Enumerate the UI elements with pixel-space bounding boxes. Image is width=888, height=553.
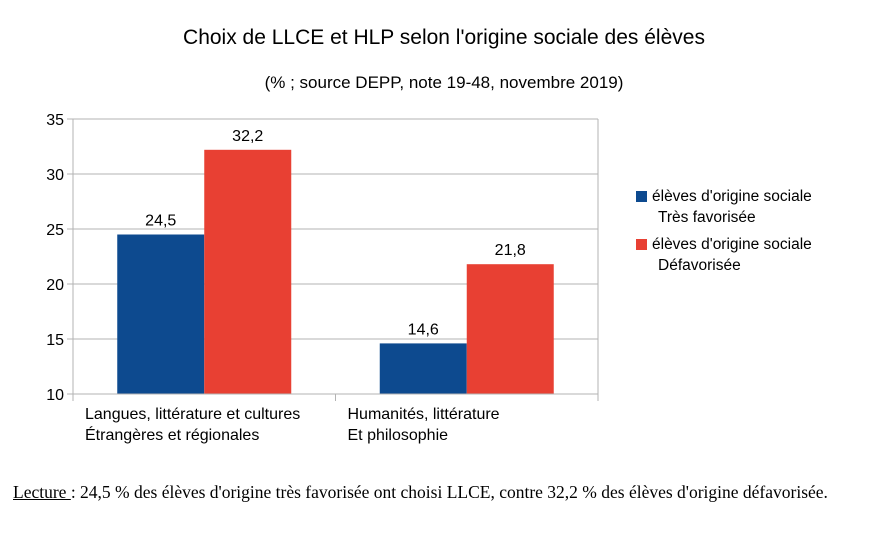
reading-note: Lecture : 24,5 % des élèves d'origine tr… <box>13 480 873 505</box>
legend-label-defavorisee-line1: élèves d'origine sociale <box>652 236 812 253</box>
legend-swatch-favorisee <box>636 191 647 202</box>
data-label: 21,8 <box>495 242 526 259</box>
legend-swatch-defavorisee <box>636 239 647 250</box>
reading-note-label: Lecture <box>13 482 71 502</box>
data-label: 24,5 <box>145 213 176 230</box>
bar <box>204 149 292 394</box>
chart-title: Choix de LLCE et HLP selon l'origine soc… <box>183 26 705 49</box>
x-category-label: Étrangères et régionales <box>85 425 259 444</box>
legend-label-favorisee-line1: élèves d'origine sociale <box>652 188 812 205</box>
bar <box>379 343 467 394</box>
x-category-label: Langues, littérature et cultures <box>85 406 300 423</box>
data-label: 32,2 <box>232 128 263 145</box>
y-tick-label: 10 <box>46 387 64 404</box>
bar <box>466 264 554 394</box>
reading-note-text: : 24,5 % des élèves d'origine très favor… <box>70 482 828 502</box>
chart-subtitle: (% ; source DEPP, note 19-48, novembre 2… <box>264 73 624 92</box>
bar-chart: 10 15 20 25 30 35 24,5 32,2 Langues, littérature… <box>46 112 599 444</box>
y-tick-label: 35 <box>46 112 64 129</box>
y-tick-label: 25 <box>46 222 64 239</box>
legend-label-favorisee-line2: Très favorisée <box>658 209 756 226</box>
legend-item-favorisee: élèves d'origine sociale Très favorisée <box>636 186 812 228</box>
legend-label-defavorisee-line2: Défavorisée <box>658 257 741 274</box>
y-tick-label: 15 <box>46 332 64 349</box>
legend: élèves d'origine sociale Très favorisée … <box>636 186 812 282</box>
x-category-label: Et philosophie <box>348 427 449 444</box>
legend-item-defavorisee: élèves d'origine sociale Défavorisée <box>636 234 812 276</box>
bar <box>117 234 205 394</box>
y-tick-label: 20 <box>46 277 64 294</box>
data-label: 14,6 <box>408 321 439 338</box>
y-tick-label: 30 <box>46 167 64 184</box>
x-category-label: Humanités, littérature <box>348 406 500 423</box>
